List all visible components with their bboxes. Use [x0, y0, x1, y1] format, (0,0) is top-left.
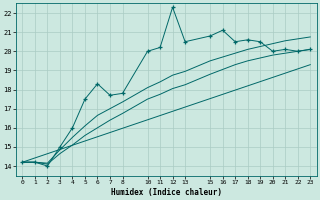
X-axis label: Humidex (Indice chaleur): Humidex (Indice chaleur): [111, 188, 222, 197]
